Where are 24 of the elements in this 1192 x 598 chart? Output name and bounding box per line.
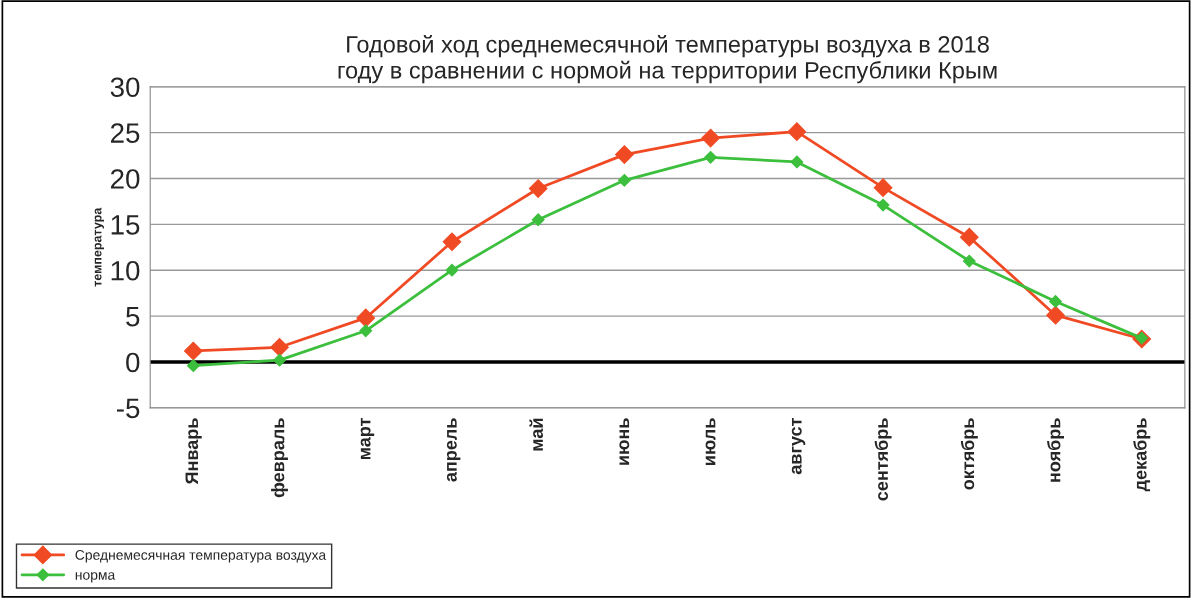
x-tick-label: март: [360, 418, 375, 460]
x-tick-label: ноябрь: [1047, 418, 1065, 482]
x-tick-label: декабрь: [1133, 418, 1151, 492]
x-tick-label: Январь: [185, 418, 202, 485]
legend-label: Среднемесячная температура воздуха: [75, 550, 327, 563]
y-tick-label: 25: [110, 123, 140, 143]
y-tick-label: 0: [126, 352, 140, 373]
y-tick-label: -5: [117, 398, 140, 419]
x-tick-label: май: [529, 418, 544, 451]
x-tick-label: август: [791, 418, 806, 475]
x-tick-label: апрель: [446, 418, 461, 482]
x-tick-label: сентябрь: [874, 418, 892, 501]
legend-label: норма: [75, 572, 116, 583]
y-tick-label: 10: [111, 260, 140, 281]
y-tick-label: 30: [110, 77, 140, 98]
y-axis-title: температура: [94, 207, 105, 287]
y-tick-label: 5: [126, 307, 140, 327]
y-tick-label: 20: [110, 169, 140, 189]
x-tick-label: июнь: [619, 418, 630, 465]
y-tick-label: 15: [111, 215, 140, 235]
x-tick-label: октябрь: [960, 418, 978, 490]
chart-title: Годовой ход среднемесячной температуры воздуха в 2018 году в сравнении с нормой на территории Республики Крым: [338, 34, 997, 84]
x-tick-label: февраль: [271, 418, 288, 498]
x-tick-label: июль: [705, 418, 716, 465]
